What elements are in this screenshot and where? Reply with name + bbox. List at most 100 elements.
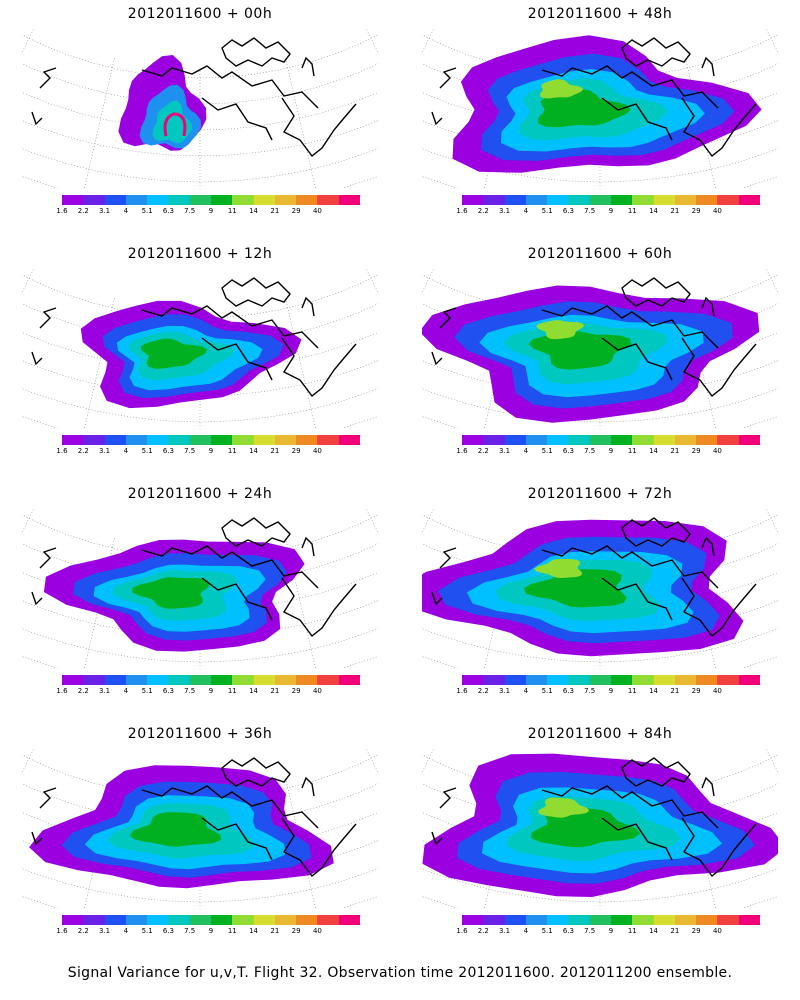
colorbar-tick-label: 14 [249, 927, 259, 935]
colorbar-labels: 1.6 2.2 3.1 4 5.1 6.3 7.5 9 11 14 21 29 40 [456, 447, 766, 457]
colorbar-tick-label: 3.1 [98, 207, 111, 215]
colorbar-tick-label: 5.1 [541, 447, 553, 455]
panel-title: 2012011600 + 12h [127, 246, 273, 262]
colorbar-swatch [104, 675, 126, 685]
colorbar-tick-label: 2.2 [77, 927, 89, 935]
colorbar-tick-label: 14 [649, 687, 659, 695]
colorbar-tick-label: 5.1 [141, 207, 153, 215]
colorbar-tick-label: 7.5 [584, 207, 596, 215]
colorbar-swatch [62, 195, 84, 205]
colorbar-tick-label: 5.1 [541, 927, 553, 935]
colorbar-swatch [504, 915, 526, 925]
variance-field [422, 753, 787, 897]
colorbar-tick-label: 21 [270, 927, 280, 935]
colorbar [462, 675, 760, 685]
colorbar-swatch [525, 675, 548, 685]
colorbar-swatch [738, 195, 760, 205]
colorbar-swatch [674, 435, 697, 445]
colorbar-swatch [232, 915, 254, 925]
colorbar-swatch [632, 435, 654, 445]
colorbar-swatch [83, 195, 105, 205]
colorbar-swatch [568, 675, 590, 685]
colorbar-tick-label: 29 [691, 447, 701, 455]
colorbar-tick-label: 29 [291, 927, 301, 935]
colorbar-tick-label: 11 [227, 447, 237, 455]
colorbar-tick-label: 9 [608, 447, 614, 455]
colorbar-tick-label: 2.2 [477, 207, 489, 215]
colorbar-tick-label: 14 [249, 447, 259, 455]
colorbar-tick-label: 2.2 [77, 447, 89, 455]
colorbar-tick-label: 6.3 [562, 687, 574, 695]
colorbar-swatch [168, 675, 190, 685]
colorbar-tick-label: 40 [312, 687, 322, 695]
colorbar-tick-label: 29 [291, 687, 301, 695]
colorbar-swatch [632, 195, 654, 205]
colorbar-swatch [653, 435, 675, 445]
colorbar-tick-label: 2.2 [77, 207, 89, 215]
colorbar-tick-label: 40 [312, 447, 322, 455]
colorbar-swatch [610, 195, 633, 205]
colorbar-tick-label: 40 [712, 927, 722, 935]
figure-caption: Signal Variance for u,v,T. Flight 32. Ob… [67, 965, 733, 981]
colorbar-swatch [168, 195, 190, 205]
colorbar-tick-label: 7.5 [184, 687, 196, 695]
colorbar-swatch [189, 195, 211, 205]
colorbar-swatch [83, 675, 105, 685]
colorbar-swatch [210, 675, 233, 685]
colorbar-swatch [525, 915, 548, 925]
colorbar-tick-label: 1.6 [456, 447, 468, 455]
colorbar [62, 675, 360, 685]
colorbar-swatch [274, 915, 297, 925]
coastline [31, 757, 357, 877]
colorbar-tick-label: 14 [649, 447, 659, 455]
colorbar-tick-label: 21 [670, 687, 680, 695]
colorbar-tick-label: 14 [649, 207, 659, 215]
colorbar-swatch [525, 195, 548, 205]
colorbar-swatch [738, 435, 760, 445]
colorbar-swatch [568, 915, 590, 925]
colorbar-swatch [274, 675, 297, 685]
colorbar-swatch [653, 675, 675, 685]
colorbar-tick-label: 9 [208, 447, 214, 455]
colorbar-tick-label: 21 [270, 447, 280, 455]
colorbar-tick-label: 3.1 [498, 927, 511, 935]
colorbar-tick-label: 11 [627, 207, 637, 215]
colorbar-tick-label: 11 [627, 687, 637, 695]
colorbar [62, 915, 360, 925]
variance-map [0, 641, 611, 929]
colorbar-swatch [253, 435, 275, 445]
colorbar-tick-label: 9 [608, 687, 614, 695]
variance-map [0, 401, 611, 689]
colorbar-swatch [338, 915, 360, 925]
colorbar-tick-label: 4 [523, 927, 529, 935]
colorbar-swatch [653, 915, 675, 925]
colorbar-swatch [589, 195, 611, 205]
colorbar-swatch [462, 675, 484, 685]
colorbar-swatch [547, 195, 569, 205]
colorbar-tick-label: 3.1 [498, 207, 511, 215]
colorbar-swatch [83, 435, 105, 445]
colorbar-swatch [696, 675, 718, 685]
colorbar-swatch [125, 915, 148, 925]
colorbar-swatch [317, 435, 339, 445]
variance-map [189, 161, 800, 449]
forecast-panel-60h: 2012011600 + 60h 1.6 2.2 3.1 4 5.1 6.3 7.5 9 11 14… [189, 161, 800, 480]
colorbar-swatch [653, 195, 675, 205]
colorbar-swatch [210, 195, 233, 205]
colorbar-swatch [253, 675, 275, 685]
colorbar-tick-label: 7.5 [184, 927, 196, 935]
colorbar-tick-label: 9 [208, 927, 214, 935]
colorbar-swatch [674, 195, 697, 205]
colorbar-tick-label: 4 [123, 927, 129, 935]
colorbar-swatch [717, 435, 739, 445]
colorbar-tick-label: 29 [291, 207, 301, 215]
colorbar-swatch [717, 915, 739, 925]
colorbar-tick-label: 1.6 [56, 687, 68, 695]
panel-title: 2012011600 + 60h [527, 246, 673, 262]
colorbar-tick-label: 2.2 [477, 927, 489, 935]
colorbar-swatch [147, 435, 169, 445]
variance-field [29, 765, 334, 889]
colorbar-swatch [610, 915, 633, 925]
colorbar-swatch [104, 195, 126, 205]
colorbar-swatch [547, 915, 569, 925]
